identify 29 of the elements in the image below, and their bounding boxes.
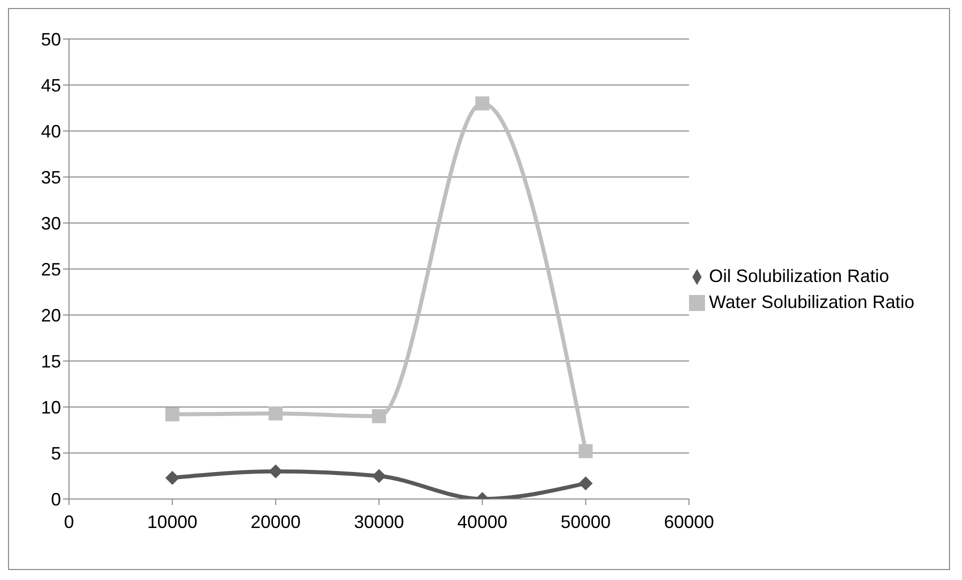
y-tick-label: 50 (40, 29, 61, 50)
x-tick-label: 40000 (457, 512, 508, 532)
y-tick-label: 25 (40, 259, 61, 280)
point (165, 470, 180, 485)
point (372, 469, 386, 483)
x-tick-label: 10000 (147, 512, 198, 532)
point (578, 476, 593, 490)
y-tick-label: 15 (40, 351, 61, 372)
x-tick-label: 60000 (664, 512, 714, 532)
x-tick-label: 20000 (250, 512, 301, 532)
x-tick-label: 30000 (354, 512, 404, 532)
y-tick-label: 5 (50, 443, 61, 464)
y-tick-label: 45 (40, 75, 61, 96)
y-tick-label: 40 (40, 121, 61, 142)
point (372, 409, 386, 424)
point (268, 464, 283, 478)
point (165, 407, 180, 422)
x-tick-label: 0 (64, 512, 74, 532)
legend-label: Oil Solubilization Ratio (709, 266, 890, 286)
point (268, 406, 283, 420)
y-tick-label: 35 (40, 167, 61, 188)
y-tick-label: 20 (40, 305, 61, 326)
y-tick-label: 30 (40, 213, 61, 234)
y-tick-label: 10 (40, 397, 61, 418)
y-tick-label: 0 (50, 489, 61, 510)
point (475, 96, 490, 110)
point (578, 444, 593, 458)
x-tick-label: 50000 (560, 512, 611, 532)
legend-label: Water Solubilization Ratio (709, 292, 914, 312)
